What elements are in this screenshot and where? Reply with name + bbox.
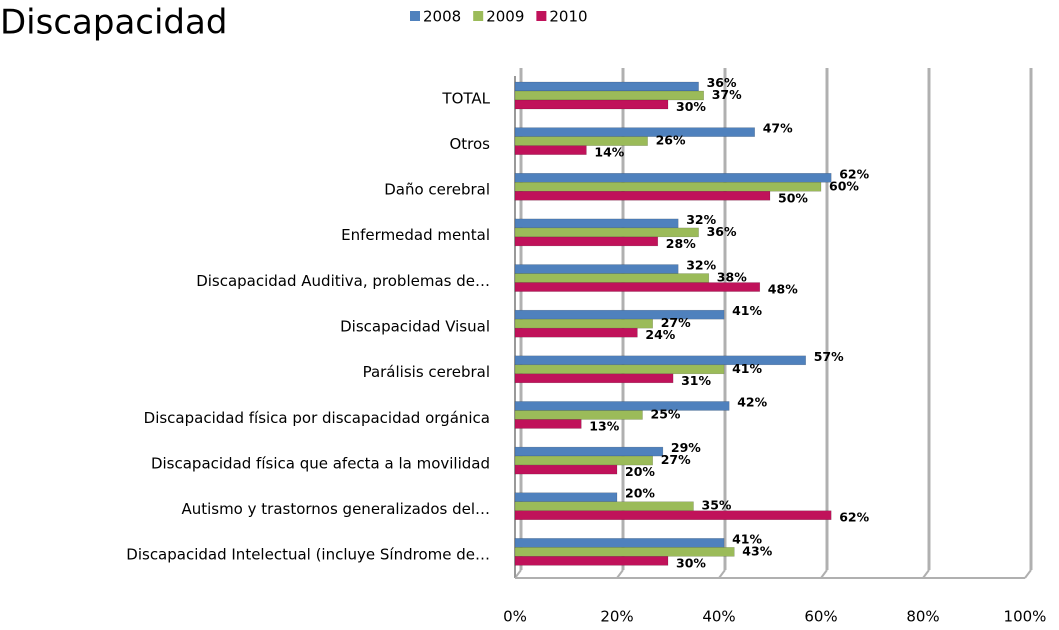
bar — [514, 273, 710, 283]
bar — [514, 236, 659, 247]
value-label: 62% — [839, 166, 869, 181]
value-label: 60% — [829, 178, 859, 193]
x-tick-label: 80% — [906, 608, 939, 626]
value-label: 32% — [686, 258, 716, 273]
y-tick-label: Enfermedad mental — [341, 226, 490, 244]
legend-swatch — [536, 11, 547, 21]
value-label: 36% — [707, 75, 737, 90]
y-tick-label: TOTAL — [441, 89, 490, 107]
bar — [514, 182, 822, 192]
legend-swatch — [473, 11, 484, 21]
bar — [514, 191, 771, 201]
y-tick-label: Parálisis cerebral — [363, 363, 490, 381]
value-label: 50% — [778, 190, 808, 205]
bar — [514, 145, 587, 155]
value-label: 38% — [717, 270, 747, 285]
value-label: 47% — [763, 121, 793, 136]
value-label: 35% — [702, 498, 732, 513]
bar — [514, 136, 648, 146]
value-label: 28% — [666, 236, 696, 251]
value-label: 27% — [661, 315, 691, 330]
value-label: 41% — [732, 531, 762, 546]
value-label: 62% — [839, 510, 869, 525]
legend-label: 2008 — [423, 8, 461, 26]
value-label: 20% — [625, 464, 655, 479]
chart-title: Discapacidad — [0, 3, 227, 43]
value-label: 37% — [712, 87, 742, 102]
y-tick-label: Discapacidad Intelectual (incluye Síndro… — [126, 546, 490, 564]
bar — [514, 510, 832, 520]
value-label: 13% — [589, 418, 619, 433]
value-label: 48% — [768, 282, 798, 297]
y-tick-label: Discapacidad Auditiva, problemas de… — [196, 272, 490, 290]
value-label: 42% — [737, 394, 767, 409]
grid-line-base — [820, 569, 828, 579]
value-label: 14% — [594, 145, 624, 160]
bar — [514, 218, 679, 229]
value-label: 43% — [742, 543, 772, 558]
legend-label: 2010 — [549, 8, 587, 26]
bar — [514, 173, 832, 183]
value-label: 36% — [707, 224, 737, 239]
y-tick-label: Discapacidad Visual — [340, 318, 490, 336]
bar — [514, 373, 674, 384]
grid-line-base — [1024, 569, 1032, 579]
bar — [514, 81, 699, 92]
grid-line-base — [922, 569, 930, 579]
value-label: 24% — [645, 327, 675, 342]
x-tick-label: 40% — [702, 608, 735, 626]
value-label: 30% — [676, 555, 706, 570]
bar — [514, 419, 582, 429]
grid-line-base — [718, 569, 726, 579]
value-label: 30% — [676, 99, 706, 114]
value-label: 41% — [732, 303, 762, 318]
bar — [514, 264, 679, 274]
grid-line-base — [616, 569, 624, 579]
value-label: 29% — [671, 440, 701, 455]
x-tick-label: 100% — [1004, 608, 1047, 626]
bar — [514, 401, 730, 411]
bar — [514, 538, 725, 548]
bar — [514, 556, 669, 566]
bar — [514, 464, 618, 475]
value-label: 26% — [656, 133, 686, 148]
bar — [514, 410, 643, 420]
bar — [514, 318, 653, 329]
y-tick-label: Autismo y trastornos generalizados del… — [181, 500, 490, 518]
legend-swatch — [410, 11, 420, 21]
bar — [514, 492, 618, 502]
value-label: 25% — [651, 406, 681, 421]
y-tick-label: Discapacidad física que afecta a la movi… — [151, 454, 490, 472]
value-label: 27% — [661, 452, 691, 467]
y-tick-label: Discapacidad física por discapacidad org… — [144, 409, 490, 427]
bar — [514, 355, 806, 366]
bar — [514, 127, 755, 137]
y-tick-label: Otros — [449, 135, 490, 153]
value-label: 41% — [732, 361, 762, 376]
x-tick-label: 60% — [804, 608, 837, 626]
y-tick-label: Daño cerebral — [384, 181, 490, 199]
value-label: 32% — [686, 212, 716, 227]
value-label: 20% — [625, 486, 655, 501]
bar — [514, 309, 725, 320]
bar — [514, 501, 694, 511]
value-label: 57% — [814, 349, 844, 364]
bar — [514, 446, 664, 457]
legend-label: 2009 — [486, 8, 524, 26]
bar — [514, 327, 638, 338]
bar — [514, 99, 669, 110]
bar — [514, 282, 761, 292]
x-tick-label: 20% — [600, 608, 633, 626]
x-tick-label: 0% — [503, 608, 527, 626]
value-label: 31% — [681, 373, 711, 388]
